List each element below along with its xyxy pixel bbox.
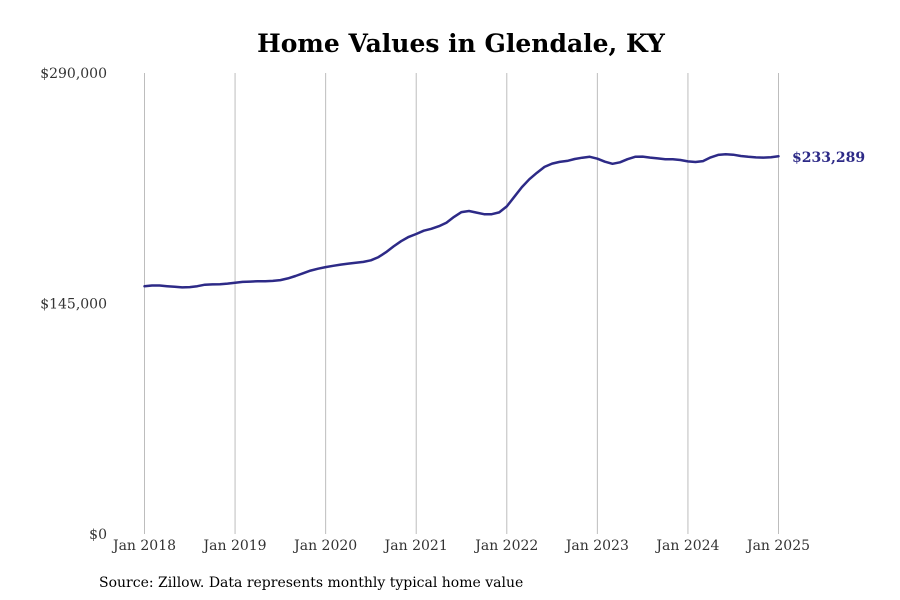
series-layer bbox=[143, 152, 780, 289]
gridlines bbox=[144, 73, 779, 534]
x-tick-label: Jan 2024 bbox=[654, 538, 719, 554]
x-tick-label: Jan 2023 bbox=[564, 538, 629, 554]
x-tick-label: Jan 2019 bbox=[202, 538, 267, 554]
series-line bbox=[143, 152, 780, 289]
x-axis-ticks: Jan 2018 Jan 2019 Jan 2020 Jan 2021 Jan 2022… bbox=[111, 538, 810, 554]
source-note: Source: Zillow. Data represents monthly … bbox=[99, 575, 523, 591]
y-tick-label: $290,000 bbox=[40, 66, 107, 82]
y-axis-ticks: $0 $145,000 $290,000 bbox=[40, 66, 107, 543]
end-value-label: $233,289 bbox=[792, 150, 865, 166]
y-tick-label: $0 bbox=[89, 527, 107, 543]
chart-title: Home Values in Glendale, KY bbox=[257, 29, 666, 58]
x-tick-label: Jan 2022 bbox=[473, 538, 538, 554]
x-tick-label: Jan 2020 bbox=[292, 538, 357, 554]
x-tick-label: Jan 2021 bbox=[383, 538, 448, 554]
x-tick-label: Jan 2025 bbox=[745, 538, 810, 554]
y-tick-label: $145,000 bbox=[40, 297, 107, 313]
x-tick-label: Jan 2018 bbox=[111, 538, 176, 554]
